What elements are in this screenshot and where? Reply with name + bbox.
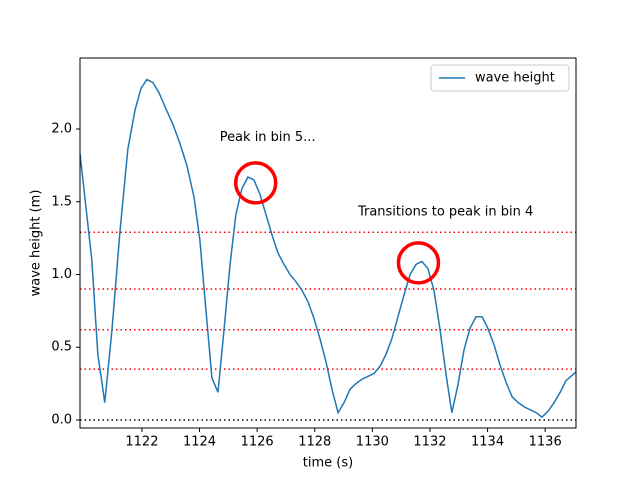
y-tick-label: 0.0 (51, 412, 72, 427)
x-tick-label: 1136 (529, 435, 562, 450)
y-tick-label: 1.5 (51, 194, 72, 209)
annotation: Peak in bin 5... (220, 130, 316, 145)
highlight-circle (396, 241, 441, 285)
x-tick-label: 1122 (125, 435, 158, 450)
x-tick-label: 1124 (183, 435, 216, 450)
y-tick-label: 0.5 (51, 340, 72, 355)
y-tick-label: 1.0 (51, 267, 72, 282)
y-axis-label: wave height (m) (29, 190, 44, 297)
x-tick-label: 1130 (356, 435, 389, 450)
highlight-circle (233, 161, 278, 205)
x-tick-label: 1134 (471, 435, 504, 450)
x-axis-label: time (s) (303, 456, 353, 471)
annotation: Transitions to peak in bin 4 (357, 204, 533, 219)
plot-frame (79, 57, 577, 429)
legend-box (430, 64, 570, 92)
y-tick-label: 2.0 (51, 122, 72, 137)
legend-label: wave height (475, 71, 555, 86)
x-tick-label: 1128 (298, 435, 331, 450)
x-tick-label: 1126 (241, 435, 274, 450)
x-tick-label: 1132 (413, 435, 446, 450)
line (79, 78, 577, 419)
